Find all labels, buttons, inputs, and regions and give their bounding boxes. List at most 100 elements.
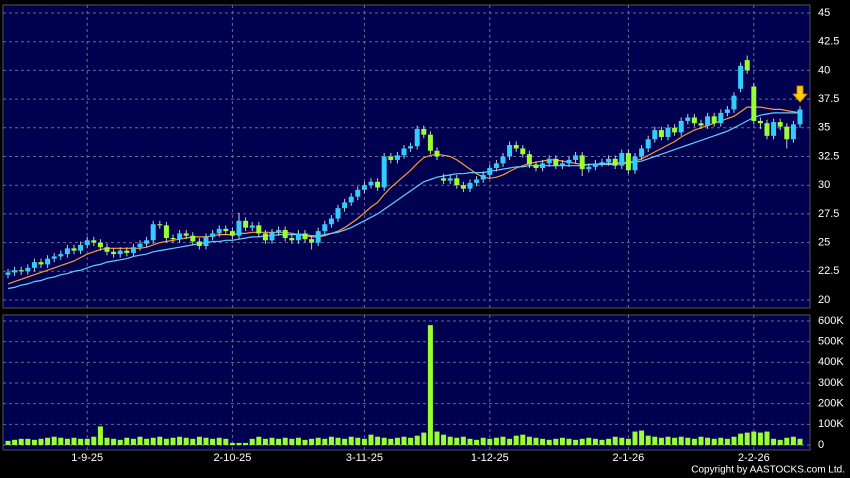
volume-bar (658, 437, 664, 445)
volume-bar (566, 438, 572, 445)
candle-body (731, 95, 737, 110)
volume-bar (441, 434, 447, 445)
candle-body (744, 60, 750, 71)
volume-bar (764, 431, 770, 445)
candle-body (25, 267, 31, 272)
candle-body (606, 158, 612, 163)
candle-body (91, 240, 97, 243)
candle-body (685, 117, 691, 121)
candle-body (573, 155, 579, 160)
volume-bar (540, 438, 546, 445)
volume-bar (163, 438, 169, 445)
volume-bar (84, 438, 90, 445)
volume-bar (223, 438, 229, 445)
volume-bar (91, 436, 97, 445)
candle-body (104, 247, 110, 252)
volume-bar (645, 435, 651, 445)
volume-bar (170, 437, 176, 445)
copyright: Copyright by AASTOCKS.com Ltd. (691, 465, 845, 476)
y-tick-label: 45 (818, 7, 830, 19)
ma-line (7, 112, 800, 290)
candle-body (190, 235, 196, 242)
volume-bar (45, 437, 51, 445)
volume-bar (487, 438, 493, 445)
volume-tick-label: 500K (818, 336, 844, 348)
candle-body (249, 225, 255, 228)
volume-bar (546, 439, 552, 445)
candle-body (276, 229, 282, 233)
candle-body (236, 220, 242, 236)
candle-body (658, 130, 664, 137)
candle-body (196, 241, 202, 247)
volume-bar (718, 437, 724, 445)
volume-bar (632, 431, 638, 445)
volume-bar (685, 437, 691, 445)
candle-body (348, 196, 354, 203)
volume-bar (137, 436, 143, 445)
volume-bar (111, 438, 117, 445)
volume-bar (276, 438, 282, 445)
candle-body (124, 250, 130, 253)
volume-bar (309, 438, 315, 445)
candle-body (698, 123, 704, 126)
candle-body (38, 262, 44, 265)
volume-bar (196, 436, 202, 445)
candle-body (78, 244, 84, 251)
x-tick-label: 1-9-25 (71, 452, 103, 464)
volume-bar (269, 437, 275, 445)
candle-body (553, 158, 559, 166)
candle-body (724, 109, 730, 113)
volume-bar (757, 432, 763, 445)
volume-bar (78, 438, 84, 445)
candle-body (144, 240, 150, 244)
candle-body (31, 262, 37, 268)
y-tick-label: 20 (818, 294, 830, 306)
candle-body (289, 238, 295, 241)
candle-body (592, 163, 598, 167)
candle-body (705, 116, 711, 126)
y-tick-label: 42.5 (818, 36, 839, 48)
volume-bar (533, 437, 539, 445)
volume-bar (31, 439, 37, 445)
volume-bar (97, 426, 103, 445)
volume-bar (302, 439, 308, 445)
candle-body (203, 236, 209, 247)
candle-body (12, 270, 18, 273)
volume-bar (355, 437, 361, 445)
candle-body (64, 248, 70, 255)
candle-body (480, 174, 486, 180)
candle-body (137, 243, 143, 248)
volume-bar (388, 438, 394, 445)
y-tick-label: 35 (818, 122, 830, 134)
candle-body (388, 156, 394, 160)
volume-bar (262, 438, 268, 445)
volume-bar (335, 437, 341, 445)
candle-body (210, 233, 216, 237)
volume-bar (724, 438, 730, 445)
volume-bar (130, 438, 136, 445)
candle-body (368, 181, 374, 186)
candle-body (328, 218, 334, 225)
candle-body (335, 208, 341, 219)
candle-body (586, 166, 592, 170)
candle-body (97, 242, 103, 248)
volume-bar (652, 436, 658, 445)
volume-tick-label: 0 (818, 439, 824, 451)
candle-body (163, 225, 169, 239)
volume-bar (790, 436, 796, 445)
volume-bar (599, 439, 605, 445)
volume-bar (474, 439, 480, 445)
volume-bar (625, 438, 631, 445)
volume-bar (414, 435, 420, 445)
volume-bar (183, 437, 189, 445)
y-tick-label: 32.5 (818, 150, 839, 162)
volume-tick-label: 400K (818, 356, 844, 368)
candle-body (408, 146, 414, 149)
candle-body (229, 231, 235, 236)
y-tick-label: 27.5 (818, 208, 839, 220)
candle-body (665, 127, 671, 137)
candle-body (645, 139, 651, 149)
candle-body (427, 134, 433, 151)
candle-body (441, 178, 447, 181)
candle-body (355, 189, 361, 197)
